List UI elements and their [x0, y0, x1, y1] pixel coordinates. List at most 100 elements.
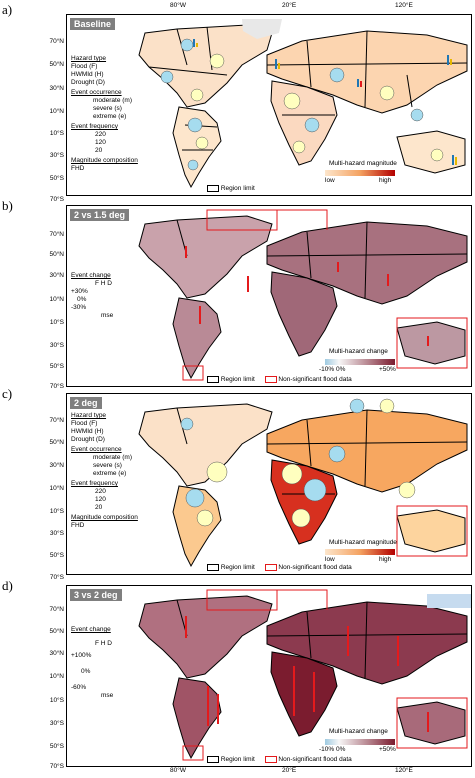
north-america-land — [138, 215, 273, 299]
legend-hazard-type: Hazard type — [71, 55, 107, 62]
legend-magnitude-composition-c: Magnitude composition — [71, 514, 138, 521]
legend-tick-zero-b: 0% — [77, 296, 87, 303]
legend-fhd-c: FHD — [71, 522, 85, 529]
lat-label-50s-c: 50°S — [49, 552, 64, 559]
lat-label-10s-b: 10°S — [49, 319, 64, 326]
legend-freq-220-c: 220 — [95, 488, 106, 495]
legend-tick-zero-d: 0% — [81, 668, 91, 675]
lat-label-70s-a: 70°S — [49, 196, 64, 203]
colorbar-low-a: low — [325, 177, 335, 184]
legend-tick-plus-d: +100% — [71, 652, 92, 659]
eurasia-land — [266, 221, 468, 305]
legend-freq-20: 20 — [95, 147, 103, 154]
map-baseline — [138, 19, 468, 189]
lat-label-50n-a: 50°N — [49, 61, 64, 68]
legend-tick-plus-b: +30% — [71, 288, 88, 295]
lat-label-30n-d: 30°N — [49, 650, 64, 657]
panel-a-letter: a) — [2, 2, 13, 17]
legend-a: Hazard type Flood (F) HWMId (H) Drought … — [71, 55, 138, 173]
lat-label-70s-b: 70°S — [49, 383, 64, 390]
colorbar-high-c: high — [379, 556, 392, 563]
north-america-land — [138, 24, 273, 108]
panel-title-2vs1-5: 2 vs 1.5 deg — [70, 209, 130, 221]
lat-label-70n-c: 70°N — [49, 417, 64, 424]
legend-c: Hazard type Flood (F) HWMId (H) Drought … — [71, 412, 138, 530]
legend-tick-minus-b: -30% — [71, 304, 87, 311]
lat-label-70n-d: 70°N — [49, 606, 64, 613]
lat-label-10n-b: 10°N — [49, 296, 64, 303]
nonsig-regions — [182, 589, 468, 761]
nonsig-text-d: Non-significant flood data — [278, 756, 352, 764]
legend-freq-120-c: 120 — [95, 496, 106, 503]
map-3vs2 — [138, 589, 471, 761]
region-limit-label-b: Region limit Non-significant flood data — [207, 376, 352, 384]
colorbar-title-d: Multi-hazard change — [329, 728, 388, 735]
legend-event-change-d: Event change — [71, 626, 111, 633]
lat-label-50n-d: 50°N — [49, 628, 64, 635]
australia-land — [396, 509, 466, 553]
legend-freq-120: 120 — [95, 139, 106, 146]
lat-label-10s-d: 10°S — [49, 697, 64, 704]
south-america-land — [172, 297, 222, 380]
composition-bars — [193, 39, 457, 165]
panel-b-letter: b) — [2, 198, 13, 213]
north-america-land — [138, 595, 273, 679]
lat-label-70n-a: 70°N — [49, 38, 64, 45]
legend-severe-c: severe (s) — [93, 462, 122, 469]
legend-hvmild: HWMId (H) — [71, 71, 104, 78]
legend-hvmild-c: HWMId (H) — [71, 428, 104, 435]
colorbar-title-b: Multi-hazard change — [329, 348, 388, 355]
colorbar-title-a: Multi-hazard magnitude — [329, 160, 397, 167]
legend-drought-c: Drought (D) — [71, 436, 105, 443]
africa-land — [270, 651, 338, 737]
legend-mse-b: mse — [101, 312, 114, 319]
north-america-land — [138, 403, 273, 487]
lat-label-70s-d: 70°S — [49, 763, 64, 770]
lon-label-80w: 80°W — [170, 2, 186, 9]
lat-label-50n-c: 50°N — [49, 439, 64, 446]
lat-label-30s-c: 30°S — [49, 530, 64, 537]
australia-land — [396, 701, 466, 745]
lon-label-120e-bottom: 120°E — [395, 767, 413, 774]
lon-label-80w-bottom: 80°W — [170, 767, 186, 774]
lon-label-20e: 20°E — [282, 2, 297, 9]
colorbar-high-a: high — [379, 177, 392, 184]
map-2deg — [138, 398, 468, 568]
nonsig-text-c: Non-significant flood data — [278, 564, 352, 572]
legend-drought: Drought (D) — [71, 79, 105, 86]
lat-label-50s-d: 50°S — [49, 743, 64, 750]
region-limits — [176, 599, 468, 679]
map-panel-3vs2: 3 vs 2 deg Event change F H D +100% 0% -… — [66, 585, 472, 767]
map-panel-2deg: 2 deg Hazard type Flood (F) HWMId (H) Dr… — [66, 393, 472, 575]
legend-b: Event change F H D +30% 0% -30% mse — [71, 272, 113, 320]
eurasia-land — [266, 30, 468, 114]
nonsig-regions — [182, 209, 468, 381]
panel-title-2deg: 2 deg — [70, 397, 102, 409]
change-colorbar-d — [325, 739, 395, 745]
lon-label-20e-bottom: 20°E — [282, 767, 297, 774]
region-limit-text-c: Region limit — [220, 564, 255, 572]
region-limits — [176, 219, 468, 299]
magnitude-colorbar-a — [325, 170, 395, 176]
legend-d: Event change F H D +100% 0% -60% mse — [71, 626, 113, 700]
region-limits — [148, 26, 468, 151]
greenland-land — [242, 19, 282, 39]
lat-label-30s-b: 30°S — [49, 342, 64, 349]
region-limit-text-d: Region limit — [220, 756, 255, 764]
lat-label-10s-a: 10°S — [49, 130, 64, 137]
legend-flood: Flood (F) — [71, 63, 98, 70]
lat-label-10n-c: 10°N — [49, 485, 64, 492]
colorbar-high-b: +50% — [379, 366, 396, 373]
australia-land — [396, 130, 466, 174]
colorbar-low-d: -10% 0% — [319, 746, 346, 753]
lat-label-70n-b: 70°N — [49, 231, 64, 238]
lon-label-120e: 120°E — [395, 2, 413, 9]
lat-label-30n-c: 30°N — [49, 462, 64, 469]
legend-freq-220: 220 — [95, 131, 106, 138]
legend-event-frequency: Event frequency — [71, 123, 118, 130]
change-colorbar-b — [325, 359, 395, 365]
south-america-land — [172, 485, 222, 568]
legend-fhd-b: F H D — [95, 280, 112, 287]
legend-hazard-type-c: Hazard type — [71, 412, 107, 419]
legend-severe: severe (s) — [93, 105, 122, 112]
